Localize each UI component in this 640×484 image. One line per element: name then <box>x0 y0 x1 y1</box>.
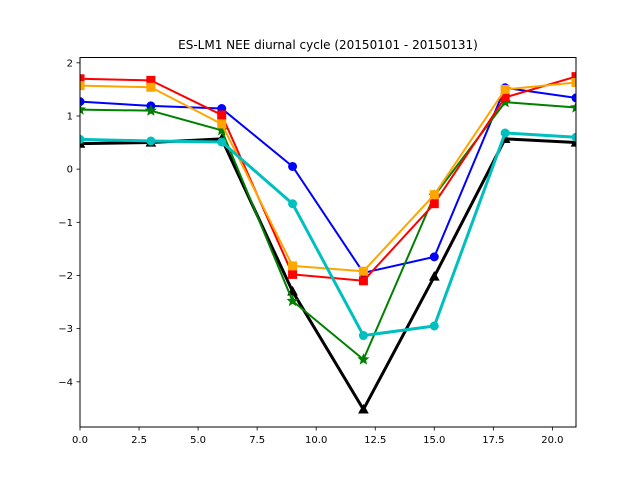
x-tick-label: 17.5 <box>482 435 504 446</box>
data-point <box>429 199 439 209</box>
series-line-3 <box>80 75 576 282</box>
y-tick-label: 1 <box>67 111 73 122</box>
data-point <box>217 119 227 129</box>
x-tick-label: 7.5 <box>249 435 265 446</box>
data-point <box>500 128 510 138</box>
data-point <box>288 199 298 209</box>
plot-area: 0.0 2.5 5.0 7.5 10.0 12.5 15.0 17.5 20.0 −4−3−2−… <box>58 57 577 446</box>
data-point <box>358 266 368 276</box>
data-point <box>288 261 298 271</box>
y-tick-label: 2 <box>67 58 73 69</box>
x-tick-label: 5.0 <box>190 435 206 446</box>
data-point <box>80 74 85 84</box>
chart-title: ES-LM1 NEE diurnal cycle (20150101 - 201… <box>178 38 478 52</box>
data-point <box>358 403 369 414</box>
data-point <box>288 269 298 279</box>
y-tick-label: −4 <box>58 377 73 388</box>
series-line-5 <box>80 131 576 338</box>
data-point <box>571 132 576 142</box>
y-axis: −4 −3 −2 −1 0 1 2 <box>58 58 80 388</box>
axes-frame <box>79 57 577 428</box>
x-tick-label: 15.0 <box>423 435 445 446</box>
x-tick-label: 2.5 <box>131 435 147 446</box>
x-tick-label: 20.0 <box>541 435 563 446</box>
data-point <box>146 136 156 146</box>
x-tick-label: 0.0 <box>72 435 88 446</box>
data-point <box>217 137 227 147</box>
data-point <box>429 190 439 200</box>
x-tick-label: 12.5 <box>364 435 386 446</box>
data-point <box>80 97 85 107</box>
data-point <box>569 101 576 113</box>
y-tick-label: −3 <box>58 324 73 335</box>
series-group <box>80 72 576 414</box>
data-point <box>286 294 299 307</box>
data-point <box>358 331 368 341</box>
data-point <box>571 77 576 87</box>
y-tick-label: −2 <box>58 271 73 282</box>
data-point <box>80 81 85 91</box>
data-point <box>80 134 85 144</box>
y-tick-label: −1 <box>58 218 73 229</box>
series-layer <box>80 72 576 414</box>
data-point <box>288 161 298 171</box>
data-point <box>429 321 439 331</box>
y-tick-label: 0 <box>67 165 73 176</box>
data-point <box>500 84 510 94</box>
data-point <box>358 276 368 286</box>
data-point <box>217 110 227 120</box>
data-point <box>357 353 370 365</box>
data-point <box>429 252 439 262</box>
data-point <box>215 124 228 136</box>
x-tick-label: 10.0 <box>305 435 327 446</box>
data-point <box>428 271 440 281</box>
series-line-2 <box>80 101 576 361</box>
x-axis: 0.0 2.5 5.0 7.5 10.0 12.5 15.0 17.5 20.0 <box>72 427 564 446</box>
data-point <box>571 93 576 103</box>
data-point <box>146 82 156 92</box>
data-point <box>80 103 86 115</box>
data-point <box>144 104 157 116</box>
data-point <box>571 72 576 82</box>
